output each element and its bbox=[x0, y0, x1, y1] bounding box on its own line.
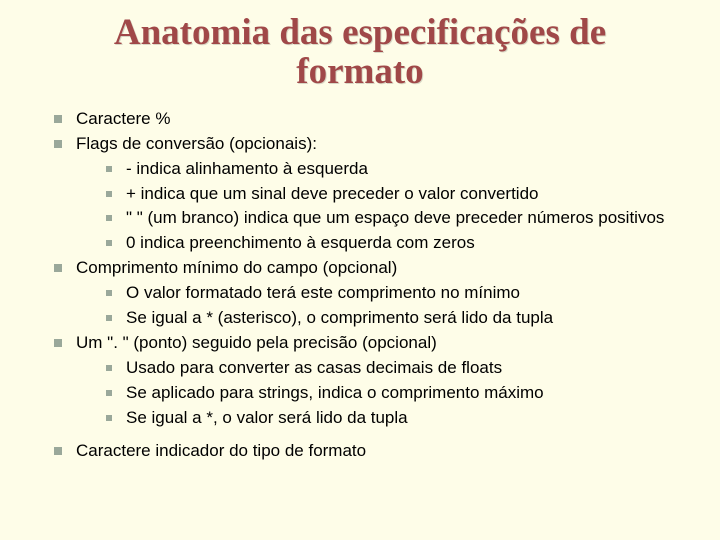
sub-item: Se igual a * (asterisco), o comprimento … bbox=[106, 307, 694, 330]
title-line-1: Anatomia das especificações de bbox=[114, 12, 606, 53]
sub-list: Usado para converter as casas decimais d… bbox=[76, 357, 694, 430]
list-item: Comprimento mínimo do campo (opcional) O… bbox=[54, 257, 694, 330]
item-text: Um ". " (ponto) seguido pela precisão (o… bbox=[76, 333, 437, 352]
item-text: Flags de conversão (opcionais): bbox=[76, 134, 317, 153]
sub-item: Se igual a *, o valor será lido da tupla bbox=[106, 407, 694, 430]
list-item: Flags de conversão (opcionais): - indica… bbox=[54, 133, 694, 256]
title-line-2: formato bbox=[296, 51, 423, 92]
list-item: Um ". " (ponto) seguido pela precisão (o… bbox=[54, 332, 694, 430]
sub-item: Usado para converter as casas decimais d… bbox=[106, 357, 694, 380]
sub-item: + indica que um sinal deve preceder o va… bbox=[106, 183, 694, 206]
slide-title: Anatomia das especificações de formato bbox=[26, 14, 694, 92]
sub-item: 0 indica preenchimento à esquerda com ze… bbox=[106, 232, 694, 255]
item-text: Comprimento mínimo do campo (opcional) bbox=[76, 258, 397, 277]
list-item: Caractere % bbox=[54, 108, 694, 131]
sub-list: O valor formatado terá este comprimento … bbox=[76, 282, 694, 330]
sub-item: O valor formatado terá este comprimento … bbox=[106, 282, 694, 305]
sub-item: Se aplicado para strings, indica o compr… bbox=[106, 382, 694, 405]
item-text: Caractere % bbox=[76, 109, 170, 128]
list-item: Caractere indicador do tipo de formato bbox=[54, 440, 694, 463]
sub-item: " " (um branco) indica que um espaço dev… bbox=[106, 207, 694, 230]
sub-item: - indica alinhamento à esquerda bbox=[106, 158, 694, 181]
bullet-list: Caractere % Flags de conversão (opcionai… bbox=[26, 108, 694, 463]
item-text: Caractere indicador do tipo de formato bbox=[76, 441, 366, 460]
slide: Anatomia das especificações de formato C… bbox=[0, 0, 720, 485]
sub-list: - indica alinhamento à esquerda + indica… bbox=[76, 158, 694, 256]
